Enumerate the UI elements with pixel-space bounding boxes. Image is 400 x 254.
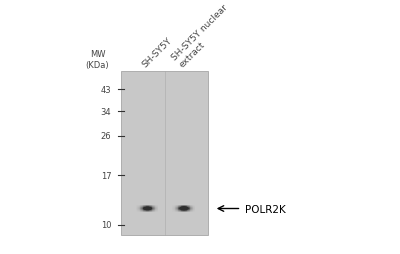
Text: SH-SY5Y nuclear
extract: SH-SY5Y nuclear extract <box>170 3 236 70</box>
Text: POLR2K: POLR2K <box>245 204 286 214</box>
Text: 17: 17 <box>101 171 111 180</box>
Text: SH-SY5Y: SH-SY5Y <box>141 36 174 70</box>
Text: MW
(KDa): MW (KDa) <box>86 50 109 70</box>
Text: 43: 43 <box>101 85 111 94</box>
Bar <box>121 72 208 235</box>
Text: 34: 34 <box>101 107 111 116</box>
Text: 26: 26 <box>101 132 111 141</box>
Text: 10: 10 <box>101 220 111 229</box>
